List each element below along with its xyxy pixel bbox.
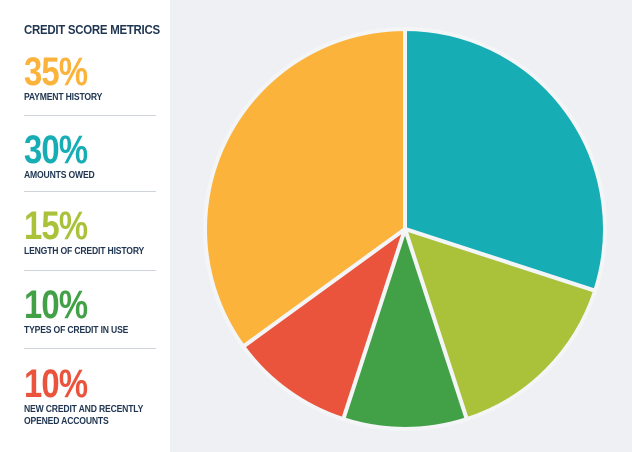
pie-slice-payment-history [203, 27, 407, 349]
legend-percent: 15% [24, 204, 88, 248]
legend-label: AMOUNTS OWED [24, 170, 95, 181]
pie-slice-new-credit-and-recently-opened-accounts [241, 227, 407, 422]
legend-percent: 35% [24, 50, 88, 94]
pie-slice-types-of-credit-in-use [341, 227, 469, 431]
legend-label: TYPES OF CREDIT IN USE [24, 325, 129, 336]
legend-item-payment-history: 35% PAYMENT HISTORY [24, 52, 156, 104]
legend-label: LENGTH OF CREDIT HISTORY [24, 246, 145, 257]
legend-divider [24, 115, 156, 116]
legend-item-amounts-owed: 30% AMOUNTS OWED [24, 130, 156, 182]
legend-percent: 10% [24, 362, 88, 406]
legend-divider [24, 270, 156, 271]
legend-label: PAYMENT HISTORY [24, 92, 103, 103]
legend-item-length-of-credit-history: 15% LENGTH OF CREDIT HISTORY [24, 206, 156, 258]
legend-divider [24, 191, 156, 192]
legend-divider [24, 348, 156, 349]
legend-percent: 30% [24, 128, 88, 172]
legend-item-new-credit: 10% NEW CREDIT AND RECENTLY OPENED ACCOU… [24, 364, 156, 428]
legend-item-types-of-credit: 10% TYPES OF CREDIT IN USE [24, 285, 156, 337]
pie-slice-amounts-owed [403, 27, 607, 293]
legend-label: NEW CREDIT AND RECENTLY OPENED ACCOUNTS [24, 404, 144, 427]
legend-percent: 10% [24, 283, 88, 327]
chart-title: CREDIT SCORE METRICS [24, 22, 160, 37]
legend-panel: CREDIT SCORE METRICS 35% PAYMENT HISTORY… [0, 0, 170, 452]
